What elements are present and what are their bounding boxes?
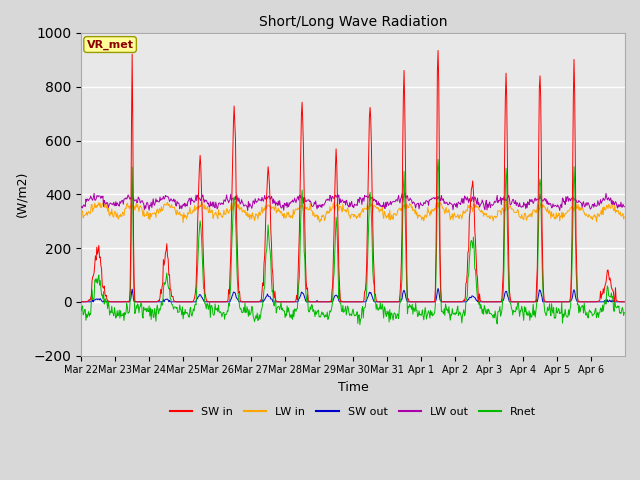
SW out — [423, 299, 431, 305]
LW in — [179, 220, 187, 226]
LW in — [408, 204, 416, 210]
LW out — [393, 197, 401, 203]
X-axis label: Time: Time — [338, 381, 369, 394]
LW in — [491, 213, 499, 219]
Y-axis label: (W/m2): (W/m2) — [15, 171, 28, 217]
LW in — [77, 210, 85, 216]
Rnet — [356, 322, 364, 328]
LW out — [424, 199, 432, 204]
Rnet — [424, 310, 432, 316]
Rnet — [621, 310, 628, 315]
Line: Rnet: Rnet — [81, 159, 625, 325]
LW out — [401, 189, 408, 195]
Rnet — [491, 315, 499, 321]
SW in — [423, 299, 431, 305]
Line: LW out: LW out — [81, 192, 625, 211]
SW in — [111, 299, 118, 305]
Line: SW out: SW out — [81, 288, 625, 302]
Rnet — [547, 309, 554, 315]
SW in — [393, 299, 401, 305]
Legend: SW in, LW in, SW out, LW out, Rnet: SW in, LW in, SW out, LW out, Rnet — [166, 402, 540, 421]
SW out — [111, 299, 118, 305]
Rnet — [77, 308, 85, 314]
SW in — [490, 299, 498, 305]
Title: Short/Long Wave Radiation: Short/Long Wave Radiation — [259, 15, 447, 29]
SW in — [621, 299, 628, 305]
SW out — [393, 299, 401, 305]
SW out — [490, 299, 498, 305]
LW in — [425, 209, 433, 215]
LW in — [111, 210, 118, 216]
LW in — [394, 207, 402, 213]
Line: SW in: SW in — [81, 50, 625, 302]
Rnet — [111, 305, 118, 311]
Line: LW in: LW in — [81, 201, 625, 223]
SW out — [434, 286, 442, 291]
SW in — [547, 299, 554, 305]
LW out — [111, 202, 118, 207]
SW in — [434, 48, 442, 53]
LW out — [408, 197, 415, 203]
SW out — [77, 299, 85, 305]
LW in — [547, 210, 554, 216]
LW out — [556, 208, 564, 214]
Rnet — [408, 306, 415, 312]
LW in — [232, 198, 240, 204]
LW out — [77, 204, 85, 210]
SW out — [621, 299, 628, 305]
SW in — [77, 299, 85, 305]
SW out — [546, 299, 554, 305]
SW out — [407, 299, 415, 305]
LW in — [621, 214, 628, 220]
SW in — [407, 299, 415, 305]
LW out — [490, 201, 498, 206]
LW out — [621, 204, 628, 210]
Rnet — [434, 156, 442, 162]
Rnet — [394, 311, 401, 317]
LW out — [546, 202, 554, 207]
SW in — [532, 299, 540, 305]
Text: VR_met: VR_met — [86, 39, 134, 49]
